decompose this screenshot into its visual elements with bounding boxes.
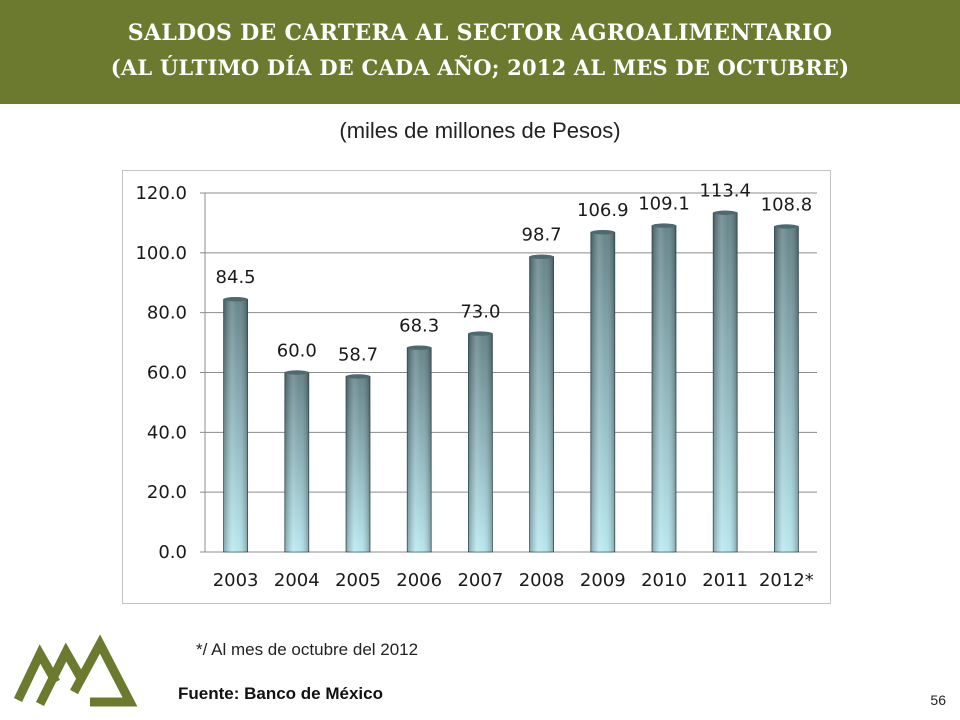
bar-cap [284, 370, 309, 375]
labels: 0.0 20.0 40.0 60.0 80.0 100.0 120.0 84.5 2003 60.… [135, 181, 813, 591]
page-number: 56 [930, 692, 946, 708]
bar-cap [590, 229, 615, 235]
bar [712, 210, 738, 553]
data-label: 68.3 [399, 316, 439, 337]
x-tick-label: 2005 [335, 570, 381, 591]
bar [467, 331, 493, 553]
x-tick-label: 2004 [274, 570, 320, 591]
y-tick-label: 120.0 [135, 183, 187, 204]
data-label: 58.7 [338, 344, 378, 365]
bar [345, 374, 371, 553]
x-tick-label: 2003 [213, 570, 259, 591]
bar-shading [713, 212, 738, 552]
footnote: */ Al mes de octubre del 2012 [196, 640, 419, 659]
x-tick-label: 2012* [759, 570, 814, 591]
x-tick-label: 2006 [396, 570, 442, 591]
title-banner: SALDOS DE CARTERA AL SECTOR AGROALIMENTA… [0, 0, 960, 104]
x-tick-label: 2009 [580, 570, 626, 591]
x-tick-label: 2007 [457, 570, 503, 591]
x-tick-label: 2011 [702, 570, 748, 591]
y-tick-label: 20.0 [147, 482, 187, 503]
bar-cap [468, 331, 493, 336]
bar [651, 223, 677, 553]
mountains-logo-icon [13, 634, 138, 707]
page-subtitle: (AL ÚLTIMO DÍA DE CADA AÑO; 2012 AL MES … [110, 55, 850, 80]
chart-frame: 0.0 20.0 40.0 60.0 80.0 100.0 120.0 84.5 2003 60.… [122, 170, 831, 604]
bar-shading [468, 333, 493, 552]
chart-units-label: (miles de millones de Pesos) [339, 118, 621, 143]
bar-shading [652, 225, 676, 552]
y-tick-label: 0.0 [158, 542, 187, 563]
y-tick-label: 60.0 [147, 363, 187, 384]
bar-cap [713, 210, 738, 215]
source-note: Fuente: Banco de México [178, 684, 383, 703]
data-label: 84.5 [216, 267, 256, 288]
bar-cap [223, 297, 248, 302]
bar-cap [346, 374, 370, 379]
bar-shading [284, 372, 309, 552]
bar-shading [774, 226, 799, 553]
bar-shading [407, 347, 432, 552]
data-label: 108.8 [761, 195, 813, 216]
bar-cap [652, 223, 676, 228]
data-label: 106.9 [577, 200, 629, 221]
bar [529, 254, 555, 553]
data-label: 109.1 [638, 194, 690, 215]
page-title: SALDOS DE CARTERA AL SECTOR AGROALIMENTA… [127, 20, 833, 46]
data-label: 73.0 [460, 302, 500, 323]
bar [406, 345, 432, 553]
x-tick-label: 2010 [641, 570, 687, 591]
bar-cap [529, 254, 554, 259]
bar-shading [223, 299, 248, 552]
bar [590, 229, 616, 553]
axes [200, 192, 206, 553]
y-tick-label: 40.0 [147, 422, 187, 443]
bar-shading [346, 376, 370, 552]
bar-shading [529, 256, 554, 552]
bar-cap [774, 224, 799, 229]
y-tick-label: 80.0 [147, 303, 187, 324]
bar-chart: 0.0 20.0 40.0 60.0 80.0 100.0 120.0 84.5 2003 60.… [135, 181, 817, 591]
data-label: 60.0 [277, 341, 317, 362]
y-tick-label: 100.0 [135, 243, 187, 264]
bars [223, 210, 799, 553]
bar-cap [407, 345, 432, 350]
bar [223, 297, 248, 553]
bar [284, 370, 310, 553]
bar [774, 224, 799, 553]
bar-shading [590, 232, 615, 552]
data-label: 98.7 [522, 225, 562, 246]
x-tick-label: 2008 [519, 570, 565, 591]
data-label: 113.4 [699, 181, 751, 202]
